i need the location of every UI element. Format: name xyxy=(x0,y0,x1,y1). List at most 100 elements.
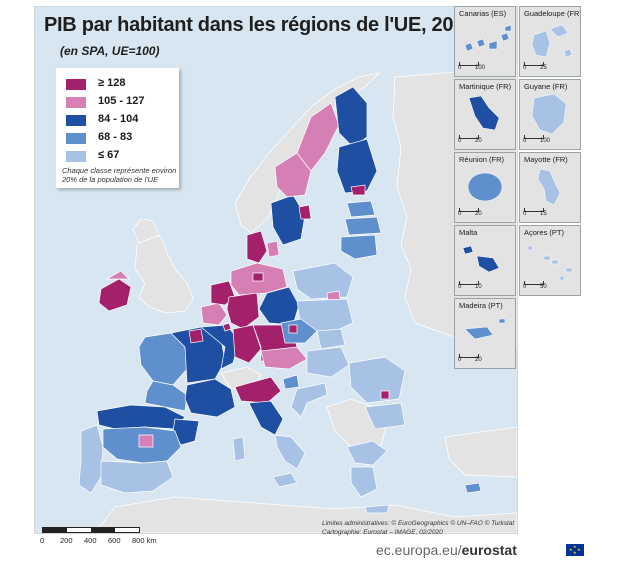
inset-scalebar: 0 100 xyxy=(523,135,574,145)
source-url[interactable]: ec.europa.eu/eurostat xyxy=(376,542,517,558)
inset-scalebar: 0 10 xyxy=(458,281,509,291)
inset-map xyxy=(462,245,500,273)
inset-map xyxy=(468,95,500,131)
region-ireland-south xyxy=(98,278,132,312)
inset-map xyxy=(537,168,561,206)
region-sardinia xyxy=(232,436,246,462)
inset-label: Réunion (FR) xyxy=(459,155,505,164)
inset-scale-value: 25 xyxy=(540,65,547,71)
inset-reunion: Réunion (FR) 0 20 xyxy=(454,152,516,223)
inset-scale-value: 50 xyxy=(540,284,547,290)
region-poland-north xyxy=(292,262,354,300)
credits-cartography: Cartographie: Eurostat – IMAGE, 02/2020 xyxy=(322,529,443,536)
inset-mayotte: Mayotte (FR) 0 15 xyxy=(519,152,581,223)
scalebar-bar xyxy=(42,527,140,533)
inset-label: Martinique (FR) xyxy=(459,82,512,91)
inset-label: Açores (PT) xyxy=(524,228,565,237)
inset-scalebar: 0 50 xyxy=(523,281,574,291)
inset-acores: Açores (PT) 0 50 xyxy=(519,225,581,296)
region-greece-north xyxy=(346,440,388,466)
legend-label: 68 - 83 xyxy=(98,131,133,143)
region-bulgaria xyxy=(364,402,406,430)
inset-canarias: Canarias (ES) 0 100 xyxy=(454,6,516,77)
inset-scale-zero: 0 xyxy=(458,138,462,144)
legend-label: ≤ 67 xyxy=(98,149,120,161)
inset-scalebar: 0 20 xyxy=(458,135,509,145)
inset-scale-value: 100 xyxy=(540,138,551,144)
inset-scale-value: 20 xyxy=(475,211,482,217)
inset-scale-value: 20 xyxy=(475,138,482,144)
region-romania-bucharest xyxy=(380,390,390,400)
region-spain-catalonia xyxy=(172,418,200,446)
region-latvia xyxy=(344,216,382,236)
inset-scale-zero: 0 xyxy=(458,65,462,71)
inset-scalebar: 0 100 xyxy=(458,62,509,72)
inset-scale-zero: 0 xyxy=(458,284,462,290)
legend-label: 84 - 104 xyxy=(98,113,139,125)
region-czechia-prague xyxy=(288,324,298,334)
inset-martinique: Martinique (FR) 0 20 xyxy=(454,79,516,150)
inset-map xyxy=(467,172,503,202)
inset-label: Madeira (PT) xyxy=(459,301,503,310)
legend-item: ≥ 128 xyxy=(66,76,178,92)
map-credits: Limites administratives: © EuroGeographi… xyxy=(322,519,514,537)
region-estonia xyxy=(346,200,376,218)
region-france-idf xyxy=(188,328,204,344)
region-france-south-east xyxy=(184,378,236,418)
legend-swatch xyxy=(66,115,86,126)
legend-item: 84 - 104 xyxy=(66,112,178,128)
eu-flag-icon: ★ ★ ★ ★ xyxy=(566,544,584,556)
region-sweden-stockholm xyxy=(298,204,312,220)
region-spain-madrid xyxy=(138,434,154,448)
legend-swatch xyxy=(66,97,86,108)
scale-label: 0 xyxy=(40,536,45,545)
inset-label: Canarias (ES) xyxy=(459,9,507,18)
inset-scalebar: 0 25 xyxy=(523,62,574,72)
inset-label: Guadeloupe (FR) xyxy=(524,9,581,18)
scale-label: 600 xyxy=(108,536,121,545)
inset-map xyxy=(464,318,506,340)
legend-label: 105 - 127 xyxy=(98,95,145,107)
inset-madeira: Madeira (PT) 0 20 xyxy=(454,298,516,369)
region-luxembourg xyxy=(222,322,232,332)
inset-guyane: Guyane (FR) 0 100 xyxy=(519,79,581,150)
inset-guadeloupe: Guadeloupe (FR) 0 25 xyxy=(519,6,581,77)
inset-scale-zero: 0 xyxy=(458,211,462,217)
region-belgium xyxy=(200,302,228,326)
inset-malta: Malta 0 10 xyxy=(454,225,516,296)
inset-map xyxy=(531,24,573,58)
region-portugal xyxy=(78,424,104,494)
region-crete xyxy=(364,504,390,514)
region-germany-south-west xyxy=(232,324,262,364)
region-cyprus xyxy=(464,482,482,494)
region-slovakia xyxy=(316,328,346,350)
map-title: PIB par habitant dans les régions de l'U… xyxy=(44,14,475,36)
region-austria xyxy=(260,346,308,370)
legend-note: Chaque classe représente environ 20% de … xyxy=(62,166,177,184)
legend-swatch xyxy=(66,133,86,144)
inset-label: Mayotte (FR) xyxy=(524,155,568,164)
region-sweden-north xyxy=(296,102,340,172)
scale-label: 800 km xyxy=(132,536,157,545)
inset-scale-value: 100 xyxy=(475,65,486,71)
region-italy-south xyxy=(274,434,306,470)
inset-scale-zero: 0 xyxy=(523,138,527,144)
region-denmark xyxy=(246,230,268,264)
legend-swatch xyxy=(66,151,86,162)
map-scalebar: 0 200 400 600 800 km xyxy=(38,527,162,549)
region-finland-north xyxy=(334,86,368,148)
source-prefix: ec.europa.eu/ xyxy=(376,542,462,558)
region-slovenia xyxy=(282,374,300,390)
scale-label: 400 xyxy=(84,536,97,545)
region-sweden-south xyxy=(270,194,306,246)
scale-label: 200 xyxy=(60,536,73,545)
legend-item: ≤ 67 xyxy=(66,148,178,164)
map-subtitle: (en SPA, UE=100) xyxy=(60,44,160,58)
inset-map xyxy=(464,24,512,52)
credits-boundaries: Limites administratives: © EuroGeographi… xyxy=(322,520,515,527)
region-lithuania xyxy=(340,234,378,260)
region-sicily xyxy=(272,472,298,488)
inset-scalebar: 0 20 xyxy=(458,354,509,364)
region-finland-helsinki xyxy=(350,184,366,196)
inset-scale-value: 15 xyxy=(540,211,547,217)
